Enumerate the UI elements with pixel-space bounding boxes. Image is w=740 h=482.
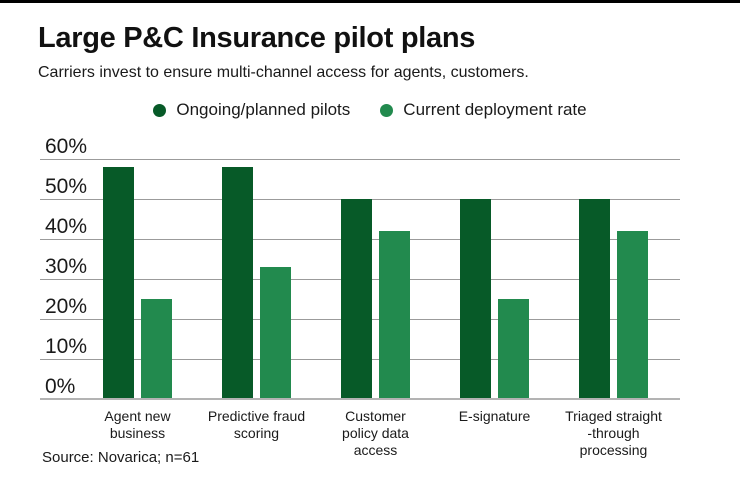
legend-item-deployment: Current deployment rate [380,100,587,120]
bar-pilots-3 [460,199,491,399]
y-tick-label-40: 40% [45,215,88,238]
y-tick-label-50: 50% [45,175,88,198]
legend-dot-deployment-icon [380,103,394,117]
y-tick-label-20: 20% [45,295,88,318]
bar-deployment-2 [379,231,410,399]
x-category-label-4: Triaged straight -through processing [565,408,662,458]
page-title: Large P&C Insurance pilot plans [38,22,476,54]
legend-label-pilots: Ongoing/planned pilots [176,100,351,119]
y-tick-label-10: 10% [45,335,88,358]
x-category-label-3: E-signature [458,408,531,424]
gridline-60 [40,159,680,160]
bar-pilots-0 [103,167,134,399]
x-category-label-0: Agent new business [104,408,171,441]
legend-item-pilots: Ongoing/planned pilots [153,100,350,120]
bar-pilots-1 [222,167,253,399]
top-rule [0,0,740,3]
chart-legend: Ongoing/planned pilots Current deploymen… [0,97,740,123]
x-category-label-2: Customer policy data access [342,408,409,458]
bar-deployment-0 [141,299,172,399]
bar-pilots-2 [341,199,372,399]
chart-subtitle: Carriers invest to ensure multi-channel … [38,64,529,81]
x-category-label-1: Predictive fraud scoring [207,408,306,441]
source-note: Source: Novarica; n=61 [42,449,200,466]
x-axis-baseline [40,398,680,400]
legend-label-deployment: Current deployment rate [403,100,587,119]
y-tick-label-30: 30% [45,255,88,278]
legend-dot-pilots-icon [153,103,167,117]
bar-deployment-3 [498,299,529,399]
y-tick-label-60: 60% [45,135,88,158]
bar-deployment-1 [260,267,291,399]
bar-pilots-4 [579,199,610,399]
bar-deployment-4 [617,231,648,399]
y-tick-label-0: 0% [45,375,76,398]
